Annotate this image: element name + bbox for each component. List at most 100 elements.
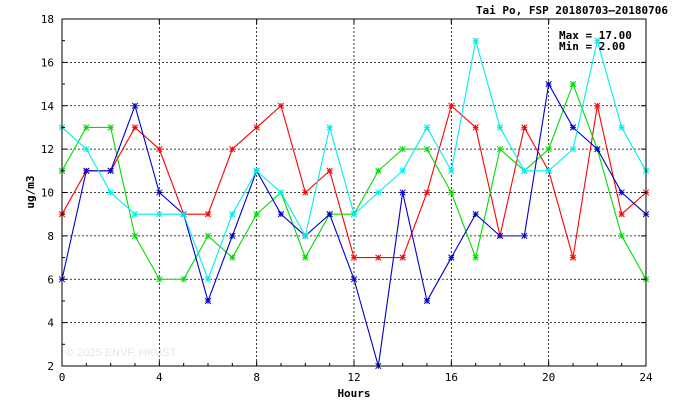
data-point	[569, 145, 577, 153]
y-tick-label: 12	[41, 143, 54, 156]
data-point	[204, 297, 212, 305]
data-point	[399, 189, 406, 196]
data-point	[83, 167, 90, 174]
data-point	[569, 80, 577, 88]
data-point	[618, 211, 625, 218]
data-point	[618, 124, 625, 131]
data-point	[107, 189, 114, 196]
data-point	[545, 80, 552, 88]
x-axis-label: Hours	[337, 387, 370, 400]
y-tick-label: 8	[47, 230, 54, 243]
data-point	[545, 145, 552, 153]
data-point	[423, 189, 431, 196]
data-point	[302, 232, 309, 240]
x-tick-label: 24	[639, 371, 653, 384]
x-tick-label: 8	[253, 371, 260, 384]
data-point	[253, 124, 260, 131]
data-point	[204, 211, 212, 218]
data-point	[618, 189, 625, 196]
y-tick-label: 6	[47, 273, 54, 286]
data-point	[448, 254, 455, 261]
data-point	[399, 167, 406, 174]
y-tick-label: 16	[41, 56, 54, 69]
data-point	[521, 167, 528, 174]
data-point	[472, 124, 479, 131]
data-point	[277, 211, 285, 218]
watermark: © 2025 ENVF, HKUST	[66, 347, 176, 359]
data-point	[472, 37, 479, 44]
data-point	[107, 124, 114, 131]
data-point	[156, 276, 163, 283]
data-point	[302, 254, 309, 261]
data-point	[131, 232, 139, 240]
data-point	[83, 124, 90, 131]
data-point	[496, 124, 504, 131]
data-point	[423, 124, 431, 131]
y-axis-label: ug/m3	[24, 175, 37, 208]
data-point	[521, 232, 528, 240]
data-point	[131, 124, 139, 131]
x-tick-label: 0	[59, 371, 66, 384]
x-tick-label: 20	[542, 371, 555, 384]
data-point	[229, 145, 236, 153]
data-point	[350, 254, 358, 261]
data-point	[448, 102, 455, 109]
data-point	[180, 276, 187, 283]
data-point	[156, 145, 163, 153]
data-point	[448, 189, 455, 196]
x-tick-label: 12	[347, 371, 360, 384]
data-point	[496, 232, 504, 240]
data-point	[131, 102, 139, 109]
data-point	[156, 211, 163, 218]
series-line-2	[61, 82, 647, 280]
grid	[62, 19, 646, 366]
data-point	[277, 189, 285, 196]
data-point	[375, 189, 382, 196]
data-point	[496, 145, 504, 153]
data-point	[180, 211, 187, 218]
data-point	[569, 254, 577, 261]
data-point	[229, 232, 236, 240]
data-point	[350, 211, 358, 218]
data-point	[253, 167, 260, 174]
annotation-max: Max = 17.00	[559, 29, 632, 42]
data-point	[302, 189, 309, 196]
y-tick-label: 2	[47, 360, 54, 373]
data-point	[423, 297, 431, 305]
series-group	[58, 37, 650, 370]
data-point	[472, 211, 479, 218]
data-point	[277, 102, 285, 109]
data-point	[83, 145, 90, 153]
data-point	[204, 232, 212, 240]
x-tick-label: 16	[445, 371, 458, 384]
data-point	[156, 189, 163, 196]
data-point	[569, 124, 577, 131]
data-point	[229, 211, 236, 218]
y-tick-label: 4	[47, 317, 54, 330]
y-tick-label: 10	[41, 187, 54, 200]
data-point	[326, 167, 333, 174]
data-point	[253, 211, 260, 218]
data-point	[472, 254, 479, 261]
chart-title: Tai Po, FSP 20180703–20180706	[476, 4, 668, 17]
data-point	[204, 276, 212, 283]
annotation-min: Min = 2.00	[559, 40, 625, 53]
data-point	[375, 254, 382, 261]
data-point	[521, 124, 528, 131]
data-point	[326, 124, 333, 131]
data-point	[594, 145, 601, 153]
data-point	[448, 167, 455, 174]
data-point	[350, 276, 358, 283]
data-point	[375, 167, 382, 174]
data-point	[618, 232, 625, 240]
data-point	[229, 254, 236, 261]
data-point	[594, 102, 601, 109]
data-point	[594, 37, 601, 44]
data-point	[423, 145, 431, 153]
data-point	[399, 145, 406, 153]
data-point	[545, 167, 552, 174]
data-point	[131, 211, 139, 218]
x-tick-label: 4	[156, 371, 163, 384]
